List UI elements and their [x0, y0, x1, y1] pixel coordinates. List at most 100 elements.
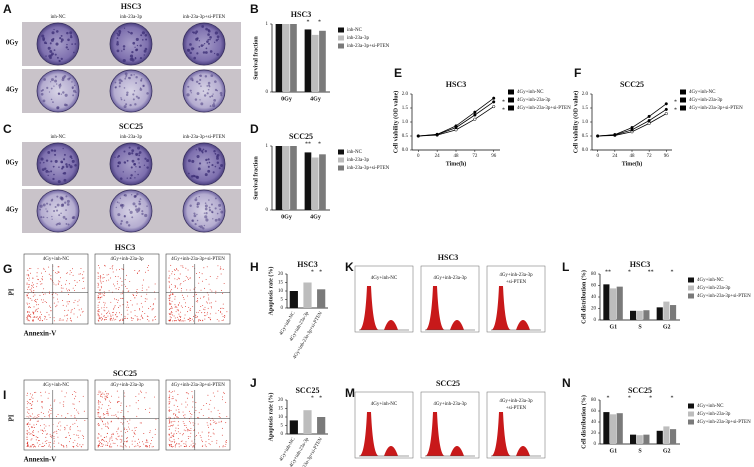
colony: [215, 39, 218, 42]
event-dot: [101, 443, 103, 445]
colony: [117, 154, 121, 158]
event-dot: [180, 311, 182, 313]
event-dot: [50, 275, 52, 277]
event-dot: [215, 292, 217, 294]
colony: [138, 151, 142, 154]
event-dot: [115, 414, 117, 416]
event-dot: [137, 408, 139, 410]
event-dot: [208, 299, 210, 301]
event-dot: [104, 293, 106, 295]
legend-swatch: [508, 97, 514, 103]
event-dot: [50, 413, 52, 415]
event-dot: [187, 430, 189, 432]
event-dot: [177, 310, 179, 312]
colony: [46, 216, 48, 219]
colony: [60, 93, 63, 95]
legend-label: inh-23a-3p+si-PTEN: [347, 166, 390, 171]
event-dot: [100, 401, 102, 403]
colony: [65, 103, 68, 107]
colony: [190, 175, 194, 178]
column-label: inh-NC: [51, 15, 67, 20]
event-dot: [137, 318, 139, 320]
colony: [199, 225, 203, 229]
event-dot: [184, 320, 186, 322]
event-dot: [177, 417, 179, 418]
event-dot: [211, 307, 213, 309]
bar: [636, 310, 643, 320]
event-dot: [170, 313, 172, 315]
colony: [206, 92, 209, 95]
event-dot: [172, 446, 174, 447]
event-dot: [175, 305, 177, 307]
event-dot: [27, 277, 29, 279]
event-dot: [97, 320, 99, 322]
event-dot: [184, 416, 186, 418]
event-dot: [169, 394, 171, 396]
event-dot: [205, 403, 207, 405]
colony: [43, 161, 45, 164]
event-dot: [174, 269, 175, 271]
event-dot: [103, 439, 105, 441]
event-dot: [103, 291, 105, 293]
bar: [663, 426, 670, 444]
culture-plate: [182, 142, 226, 186]
event-dot: [34, 416, 36, 418]
event-dot: [36, 304, 38, 306]
event-dot: [102, 414, 104, 416]
point: [416, 134, 420, 138]
colony: [198, 195, 200, 198]
event-dot: [41, 278, 43, 280]
flow-plot: [94, 253, 160, 325]
colony: [122, 45, 126, 48]
event-dot: [114, 285, 116, 287]
event-dot: [35, 391, 37, 393]
event-dot: [79, 273, 81, 275]
event-dot: [180, 445, 182, 447]
colony: [204, 75, 208, 78]
event-dot: [175, 311, 177, 313]
event-dot: [148, 265, 150, 267]
event-dot: [189, 413, 191, 415]
event-dot: [211, 290, 213, 292]
event-dot: [97, 282, 99, 284]
legend-label: 4Gy+inh-NC: [697, 404, 724, 409]
legend-label: 4Gy+inh-23a-3p: [697, 286, 731, 291]
event-dot: [173, 315, 175, 317]
event-dot: [53, 320, 55, 322]
colony: [207, 33, 210, 36]
colony: [206, 40, 209, 43]
event-dot: [122, 318, 123, 320]
event-dot: [100, 393, 102, 395]
event-dot: [169, 285, 171, 287]
event-dot: [152, 308, 154, 310]
event-dot: [66, 301, 68, 303]
event-dot: [187, 429, 189, 431]
event-dot: [201, 431, 203, 433]
event-dot: [102, 445, 104, 447]
event-dot: [43, 267, 45, 269]
y-tick-label: 0.5: [582, 134, 589, 139]
event-dot: [60, 287, 62, 289]
event-dot: [170, 422, 172, 424]
event-dot: [97, 273, 99, 275]
colony: [141, 39, 144, 41]
event-dot: [179, 302, 181, 304]
event-dot: [26, 294, 28, 296]
event-dot: [188, 318, 190, 320]
event-dot: [219, 413, 221, 414]
significance: **: [648, 269, 654, 275]
colony: [216, 153, 220, 157]
event-dot: [102, 420, 104, 422]
event-dot: [83, 271, 85, 273]
event-dot: [61, 415, 63, 417]
event-dot: [154, 396, 155, 398]
event-dot: [195, 410, 197, 412]
event-dot: [32, 311, 34, 313]
event-dot: [65, 272, 67, 274]
colony: [220, 164, 224, 168]
event-dot: [60, 425, 62, 427]
colony: [208, 84, 210, 87]
event-dot: [169, 440, 171, 442]
event-dot: [120, 297, 122, 299]
event-dot: [98, 433, 100, 435]
